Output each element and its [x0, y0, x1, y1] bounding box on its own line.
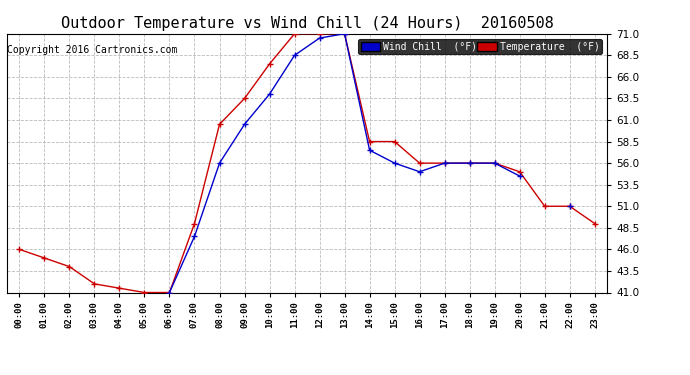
- Text: Copyright 2016 Cartronics.com: Copyright 2016 Cartronics.com: [7, 45, 177, 55]
- Title: Outdoor Temperature vs Wind Chill (24 Hours)  20160508: Outdoor Temperature vs Wind Chill (24 Ho…: [61, 16, 553, 31]
- Legend: Wind Chill  (°F), Temperature  (°F): Wind Chill (°F), Temperature (°F): [358, 39, 602, 54]
